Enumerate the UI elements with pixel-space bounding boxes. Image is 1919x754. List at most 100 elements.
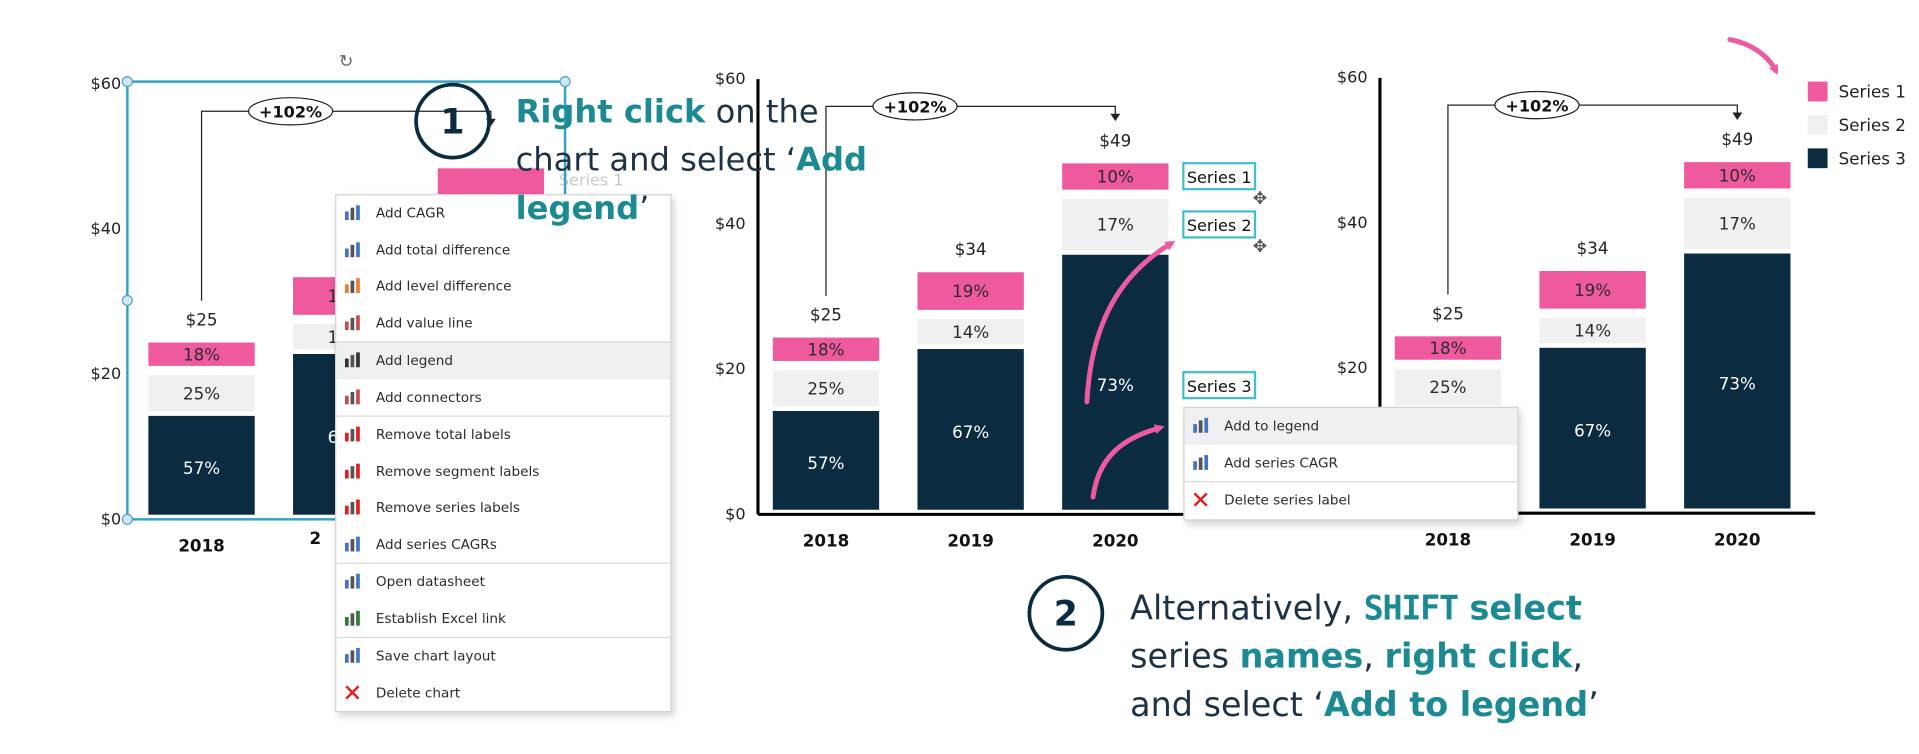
bar-segment-series-1 (1062, 163, 1169, 190)
value-line-icon (344, 313, 361, 330)
menu-item-remove-series-labels[interactable]: Remove series labels (336, 490, 670, 526)
bar-segment-series-3 (1684, 253, 1791, 509)
segment-label: 25% (1429, 378, 1466, 397)
level-difference-icon (344, 277, 361, 294)
y-tick-label: $40 (1337, 213, 1368, 232)
save-layout-icon (344, 647, 361, 664)
legend-icon (1192, 417, 1209, 434)
segment-label: 57% (183, 459, 220, 478)
menu-item-label: Add to legend (1224, 418, 1320, 435)
menu-item-add-series-cagrs[interactable]: Add series CAGRs (336, 526, 670, 562)
total-label: $34 (955, 240, 987, 259)
step-1-text-c: ’ (639, 190, 650, 228)
menu-item-remove-segment-labels[interactable]: Remove segment labels (336, 453, 670, 489)
difference-arrow-line (200, 110, 492, 301)
bar-segment-series-2 (148, 375, 255, 412)
step-1-instruction: Right click on the chart and select ‘Add… (516, 89, 924, 234)
step-2-bold-right-click: right click (1384, 638, 1573, 677)
step-2-instruction: Alternatively, SHIFT select series names… (1130, 585, 1649, 730)
connectors-icon (344, 388, 361, 405)
menu-item-label: Add value line (375, 314, 473, 332)
series-name-label-box (1182, 162, 1257, 191)
step-1-bold-legend: legend (515, 190, 640, 228)
menu-item-label: Remove segment labels (375, 463, 540, 480)
legend-label: Series 1 (1839, 83, 1906, 102)
menu-item-label: Remove series labels (375, 499, 521, 516)
menu-item-label: Delete series label (1224, 492, 1351, 509)
chart-panel-series-labels: $0 $20 $40 $60 57% 25% 18% $25 2018 67% 14% 19% $34 2… (715, 69, 1267, 551)
menu-item-remove-total-labels[interactable]: Remove total labels (336, 415, 671, 453)
menu-item-add-legend[interactable]: Add legend (336, 341, 671, 379)
step-2-bold-select: select (1457, 589, 1582, 629)
menu-item-save-chart-layout[interactable]: Save chart layout (336, 636, 671, 675)
category-label: 2018 (1425, 530, 1471, 549)
menu-item-add-total-difference[interactable]: Add total difference (336, 232, 670, 268)
y-tick-label: $40 (91, 219, 122, 238)
bar-segment-series-2 (917, 319, 1024, 345)
bar-segment-series-2 (1684, 197, 1791, 249)
menu-item-add-value-line[interactable]: Add value line (336, 305, 670, 341)
difference-label: +102% (259, 102, 322, 121)
category-label: 2019 (947, 532, 993, 551)
category-label: 2018 (178, 536, 224, 555)
step-2-bold-names: names (1239, 638, 1364, 677)
step-1-text-a: on the (705, 93, 819, 132)
bar-segment-series-3 (148, 415, 255, 515)
y-tick-label: $60 (715, 69, 746, 88)
step-1-bold-right-click: Right click (515, 93, 706, 132)
series-name-label: Series 1 (1187, 168, 1252, 187)
menu-item-establish-excel-link[interactable]: Establish Excel link (336, 600, 670, 636)
step-1-text-b: chart and select ‘ (515, 142, 797, 180)
series-name-label-box (1182, 210, 1257, 239)
menu-item-add-series-cagr[interactable]: Add series CAGR (1185, 445, 1518, 481)
segment-label: 67% (1574, 422, 1611, 441)
menu-item-delete-series-label[interactable]: Delete series label (1184, 480, 1518, 519)
series-cagrs-icon (344, 535, 361, 552)
bar-segment-series-1 (148, 342, 255, 366)
menu-item-add-level-difference[interactable]: Add level difference (336, 268, 670, 304)
category-label-partial: 2 (309, 529, 321, 548)
segment-label: 18% (807, 340, 844, 359)
y-tick-label: $60 (91, 74, 122, 93)
menu-item-add-cagr[interactable]: Add CAGR (336, 195, 670, 231)
step-2-text-a: Alternatively, (1130, 589, 1364, 629)
segment-label: 17% (1719, 214, 1756, 233)
step-2-text-c: , (1363, 638, 1385, 677)
pink-arrow-icon (1084, 241, 1176, 405)
resize-handle (559, 76, 571, 88)
segment-label: 57% (807, 454, 844, 473)
legend-label: Series 2 (1839, 116, 1906, 135)
menu-item-add-to-legend[interactable]: Add to legend (1184, 408, 1518, 445)
remove-segment-labels-icon (344, 462, 361, 479)
category-label: 2020 (1714, 530, 1760, 549)
chart-context-menu: Add CAGR Add total difference Add level di… (335, 194, 672, 713)
total-label: $49 (1721, 130, 1753, 149)
bar-segment-series-1 (1539, 271, 1646, 309)
legend-swatch (1807, 148, 1828, 169)
rotate-handle-icon: ↻ (339, 52, 354, 72)
move-icon: ✥ (1253, 237, 1268, 257)
total-label: $25 (810, 306, 842, 325)
y-tick-label: $0 (101, 509, 121, 528)
menu-item-label: Open datasheet (375, 574, 485, 591)
y-tick-label: $20 (715, 359, 746, 378)
difference-label: +102% (1505, 96, 1568, 115)
segment-label: 18% (1429, 339, 1466, 358)
difference-badge (1494, 90, 1580, 120)
menu-item-add-connectors[interactable]: Add connectors (336, 379, 670, 415)
pink-arrow-icon (1090, 424, 1165, 500)
segment-label: 67% (952, 423, 989, 442)
y-tick-label: $40 (715, 214, 746, 233)
segment-label: 19% (1574, 281, 1611, 300)
menu-item-open-datasheet[interactable]: Open datasheet (336, 562, 671, 601)
pink-arrow-icon (1727, 37, 1779, 75)
segment-label: 17% (1097, 216, 1134, 235)
segment-label: 18% (183, 345, 220, 364)
menu-item-delete-chart[interactable]: Delete chart (336, 675, 670, 711)
excel-link-icon (344, 609, 361, 626)
step-2-shift-key: SHIFT (1363, 589, 1460, 629)
category-label: 2018 (803, 532, 849, 551)
series-name-label: Series 3 (1187, 377, 1252, 396)
menu-item-label: Add series CAGRs (375, 536, 497, 553)
difference-badge (247, 97, 334, 126)
